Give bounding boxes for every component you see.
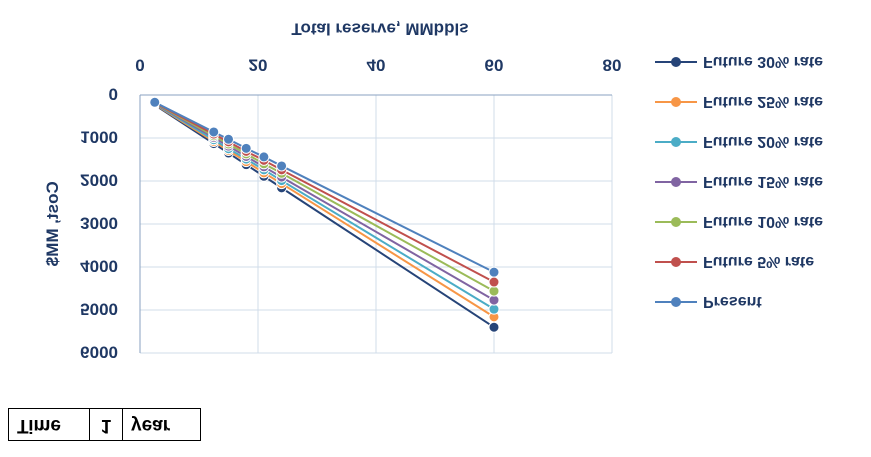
legend-marker xyxy=(671,217,681,227)
point xyxy=(240,142,252,154)
legend-label: Present xyxy=(703,293,762,310)
table-cell: year xyxy=(122,408,201,441)
point xyxy=(488,276,500,288)
y-tick-label: 5000 xyxy=(80,299,118,318)
cell-text: 1 xyxy=(100,414,112,436)
point xyxy=(208,126,220,138)
series-line xyxy=(154,103,495,318)
table-cell: 1 xyxy=(89,408,123,441)
point xyxy=(223,133,234,145)
x-tick-label: 20 xyxy=(249,55,268,74)
y-axis-title: Cost, MM$ xyxy=(43,181,62,267)
chart: Total reserve, MMbbls Cost, MM$ 0 20 40 60 8… xyxy=(43,19,823,361)
y-tick-label: 1000 xyxy=(80,127,118,146)
point xyxy=(488,285,500,297)
y-tick-label: 6000 xyxy=(80,342,118,361)
point xyxy=(488,303,500,315)
point xyxy=(488,321,500,333)
legend-label: Future 20% rate xyxy=(703,133,823,150)
series-line xyxy=(154,101,495,283)
legend-marker xyxy=(671,97,681,107)
legend-label: Future 5% rate xyxy=(703,253,814,270)
table: Time 1 year xyxy=(8,408,201,441)
y-tick-label: 2000 xyxy=(80,170,118,189)
x-tick-label: 80 xyxy=(603,55,622,74)
legend-label: Future 10% rate xyxy=(703,213,823,230)
legend-label: Future 15% rate xyxy=(703,173,823,190)
y-tick-label: 0 xyxy=(109,84,118,103)
legend-marker xyxy=(671,137,681,147)
y-tick-label: 3000 xyxy=(80,213,118,232)
table-row: Time 1 year xyxy=(8,408,201,441)
series-line xyxy=(154,102,495,292)
series-line xyxy=(154,101,495,274)
y-tick-label: 4000 xyxy=(80,256,118,275)
series-line xyxy=(154,103,495,310)
legend-marker xyxy=(671,297,681,307)
legend-marker xyxy=(671,257,681,267)
legend-marker xyxy=(671,57,681,67)
legend-label: Future 30% rate xyxy=(703,53,823,70)
point xyxy=(488,266,500,278)
table-cell: Time xyxy=(8,408,90,441)
legend-label: Future 25% rate xyxy=(703,93,823,110)
series-line xyxy=(154,102,495,301)
legend-marker xyxy=(671,177,681,187)
x-tick-label: 60 xyxy=(485,55,504,74)
point xyxy=(276,160,288,172)
point xyxy=(488,294,500,306)
point xyxy=(258,151,270,163)
cell-text: Time xyxy=(17,414,62,436)
cell-text: year xyxy=(131,414,171,436)
point xyxy=(149,96,161,108)
x-tick-label: 0 xyxy=(135,55,144,74)
x-axis-title: Total reserve, MMbbls xyxy=(291,19,468,38)
x-tick-label: 40 xyxy=(367,55,386,74)
